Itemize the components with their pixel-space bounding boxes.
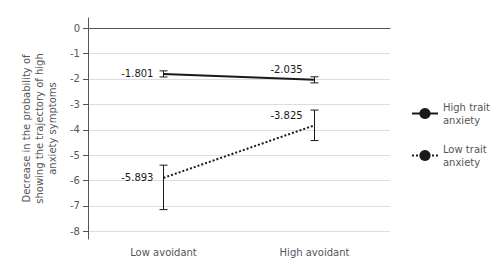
svg-text:-1: -1: [70, 48, 80, 59]
svg-text:-7: -7: [70, 200, 80, 211]
svg-text:anxiety: anxiety: [443, 157, 480, 168]
svg-text:High avoidant: High avoidant: [280, 247, 350, 258]
svg-text:-4: -4: [70, 124, 80, 135]
svg-text:-1.801: -1.801: [121, 68, 153, 79]
svg-text:-2.035: -2.035: [270, 64, 302, 75]
svg-text:-8: -8: [70, 226, 80, 237]
svg-text:anxiety: anxiety: [443, 115, 480, 126]
svg-text:High trait: High trait: [443, 102, 490, 113]
svg-text:anxiety symptoms: anxiety symptoms: [47, 82, 58, 175]
svg-text:-3: -3: [70, 99, 80, 110]
svg-text:-5: -5: [70, 150, 80, 161]
svg-text:showing the trajectory of high: showing the trajectory of high: [34, 53, 45, 204]
svg-text:-3.825: -3.825: [270, 110, 302, 121]
svg-text:0: 0: [74, 23, 80, 34]
svg-text:-2: -2: [70, 73, 80, 84]
svg-text:Low trait: Low trait: [443, 144, 487, 155]
svg-text:Decrease in the probability of: Decrease in the probability of: [21, 54, 32, 203]
svg-text:-6: -6: [70, 175, 80, 186]
svg-text:Low avoidant: Low avoidant: [130, 247, 197, 258]
svg-text:-5.893: -5.893: [121, 172, 153, 183]
